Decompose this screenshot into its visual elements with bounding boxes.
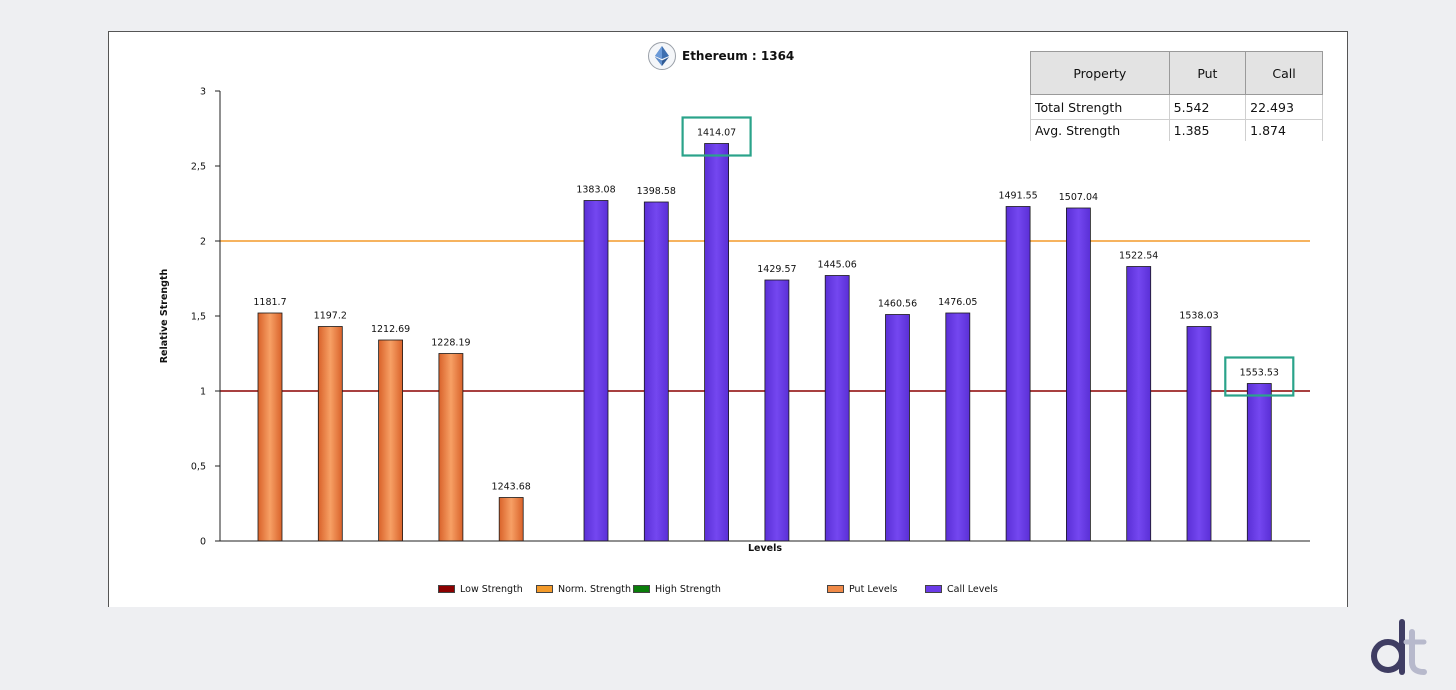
highlight-box bbox=[1224, 356, 1295, 397]
header-put: Put bbox=[1168, 51, 1247, 95]
legend-swatch bbox=[925, 585, 942, 593]
legend-label: Norm. Strength bbox=[558, 583, 632, 595]
table-row: Avg. Strength 1.385 1.874 bbox=[1030, 119, 1323, 141]
bar bbox=[498, 497, 524, 542]
bar bbox=[257, 312, 283, 542]
bar-label: 1181.7 bbox=[253, 297, 286, 308]
bar bbox=[1186, 326, 1212, 542]
ethereum-icon bbox=[648, 42, 676, 70]
bar bbox=[1246, 383, 1272, 542]
header-property: Property bbox=[1030, 51, 1170, 95]
chart-title: Ethereum : 1364 bbox=[648, 41, 794, 71]
bar bbox=[704, 143, 729, 542]
legend-item-put-levels: Put Levels bbox=[827, 583, 897, 595]
y-tick-label: 0,5 bbox=[191, 462, 206, 473]
bar bbox=[885, 314, 910, 542]
bar-label: 1460.56 bbox=[878, 299, 917, 310]
y-tick-label: 3 bbox=[200, 87, 206, 98]
bar bbox=[824, 275, 850, 542]
table-cell: 1.385 bbox=[1168, 119, 1247, 141]
y-axis-label: Relative Strength bbox=[159, 268, 170, 363]
bar-label: 1228.19 bbox=[431, 338, 470, 349]
bar-label: 1383.08 bbox=[576, 185, 615, 196]
bar-label: 1445.06 bbox=[818, 260, 857, 271]
y-tick-label: 0 bbox=[200, 537, 206, 548]
legend-swatch bbox=[536, 585, 553, 593]
legend-swatch bbox=[633, 585, 650, 593]
legend-item-low-strength: Low Strength bbox=[438, 583, 523, 595]
bar-label: 1243.68 bbox=[492, 482, 531, 493]
bar bbox=[1005, 206, 1031, 542]
dt-logo bbox=[1371, 619, 1427, 675]
property-table: Property Put Call Total Strength 5.542 2… bbox=[1030, 51, 1323, 141]
legend-swatch bbox=[438, 585, 455, 593]
legend-item-high-strength: High Strength bbox=[633, 583, 721, 595]
bar bbox=[643, 201, 669, 542]
chart-title-text: Ethereum : 1364 bbox=[682, 49, 795, 63]
bar bbox=[317, 326, 343, 542]
table-cell: 5.542 bbox=[1168, 94, 1247, 120]
bar bbox=[378, 339, 404, 542]
header-call: Call bbox=[1245, 51, 1323, 95]
legend-label: Put Levels bbox=[849, 583, 898, 595]
table-cell: Avg. Strength bbox=[1030, 119, 1170, 141]
y-tick-label: 2 bbox=[200, 237, 206, 248]
table-cell: 22.493 bbox=[1245, 94, 1323, 120]
bar-label: 1398.58 bbox=[637, 186, 676, 197]
legend-item-call-levels: Call Levels bbox=[925, 583, 998, 595]
bar-label: 1197.2 bbox=[314, 311, 347, 322]
bar-label: 1476.05 bbox=[938, 297, 977, 308]
bar-label: 1522.54 bbox=[1119, 251, 1158, 262]
x-axis-label: Levels bbox=[748, 543, 782, 554]
bar bbox=[1066, 207, 1091, 542]
table-row: Total Strength 5.542 22.493 bbox=[1030, 94, 1323, 120]
bar bbox=[1126, 266, 1152, 542]
bar bbox=[764, 279, 790, 542]
highlight-box bbox=[681, 116, 752, 157]
bar-label: 1414.07 bbox=[697, 128, 736, 139]
bar-label: 1212.69 bbox=[371, 324, 410, 335]
legend-item-norm-strength: Norm. Strength bbox=[536, 583, 631, 595]
legend-label: High Strength bbox=[655, 583, 721, 595]
bar-label: 1553.53 bbox=[1240, 368, 1279, 379]
y-tick-label: 1,5 bbox=[191, 312, 206, 323]
legend-label: Call Levels bbox=[947, 583, 998, 595]
bar bbox=[945, 312, 971, 542]
table-cell: 1.874 bbox=[1245, 119, 1323, 141]
bar-label: 1491.55 bbox=[998, 191, 1037, 202]
bar bbox=[583, 200, 609, 542]
bar bbox=[438, 353, 464, 542]
bar-label: 1538.03 bbox=[1179, 311, 1218, 322]
y-tick-label: 2,5 bbox=[191, 162, 206, 173]
legend-label: Low Strength bbox=[460, 583, 523, 595]
y-tick-label: 1 bbox=[200, 387, 206, 398]
table-cell: Total Strength bbox=[1030, 94, 1170, 120]
legend-swatch bbox=[827, 585, 844, 593]
bar-label: 1429.57 bbox=[757, 264, 796, 275]
bar-label: 1507.04 bbox=[1059, 192, 1098, 203]
